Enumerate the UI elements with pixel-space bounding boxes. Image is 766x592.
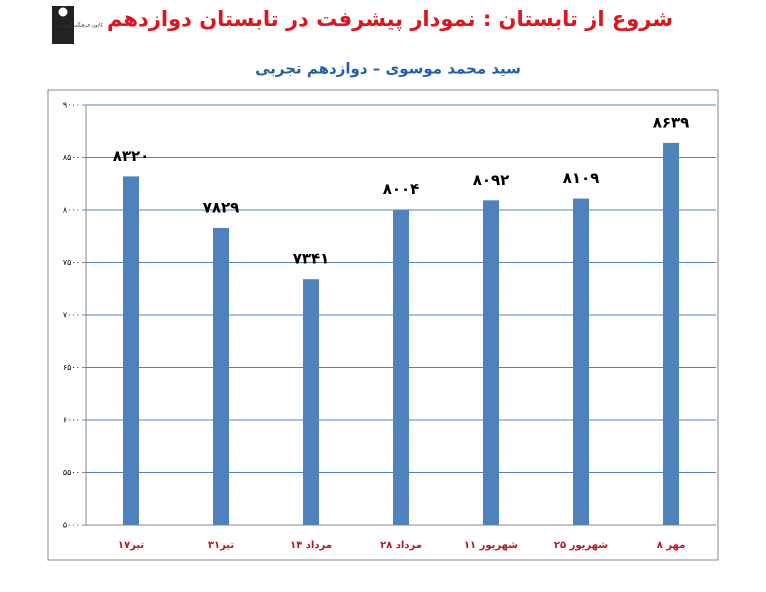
y-tick-label: ۹۰۰۰: [63, 101, 80, 110]
y-tick-label: ۸۵۰۰: [63, 153, 80, 162]
chart-frame: [47, 89, 719, 561]
y-tick-label: ۸۰۰۰: [63, 206, 80, 215]
bar: [213, 227, 229, 525]
x-tick-label: ۳۱تیر: [208, 540, 235, 551]
value-label: ۸۳۲۰: [113, 147, 150, 165]
x-tick-label: ۲۵ شهریور: [554, 540, 608, 551]
value-label: ۸۱۰۹: [563, 169, 600, 187]
y-tick-label: ۶۰۰۰: [63, 416, 80, 425]
y-tick-label: ۵۵۰۰: [63, 468, 80, 477]
y-tick-label: ۷۰۰۰: [63, 311, 80, 320]
value-label: ۷۸۲۹: [203, 198, 240, 216]
bar: [663, 142, 679, 525]
x-tick-label: ۱۴ مرداد: [290, 540, 332, 551]
chart-title: شروع از تابستان : نمودار پیشرفت در تابست…: [107, 7, 673, 31]
value-label: ۸۰۹۲: [473, 171, 510, 189]
x-tick-label: ۸ مهر: [657, 540, 686, 551]
bar: [303, 279, 319, 525]
x-tick-label: ۱۷تیر: [118, 540, 145, 551]
logo-text: کانون فرهنگی آموزش: [57, 22, 104, 29]
bar: [573, 198, 589, 525]
y-tick-label: ۷۵۰۰: [63, 258, 80, 267]
x-tick-label: ۱۱ شهریور: [464, 540, 518, 551]
chart-subtitle: سید محمد موسوی – دوازدهم تجربی: [255, 60, 521, 78]
bar: [123, 176, 139, 525]
value-label: ۷۳۴۱: [293, 250, 330, 268]
x-tick-label: ۲۸ مرداد: [380, 540, 422, 551]
bar: [393, 209, 409, 525]
y-tick-label: ۵۰۰۰: [63, 521, 80, 530]
bar: [483, 200, 499, 525]
value-label: ۸۰۰۴: [383, 180, 420, 198]
logo: کانون فرهنگی آموزش: [52, 6, 104, 44]
logo-head: [57, 6, 69, 18]
logo-figure: [52, 6, 74, 44]
y-tick-label: ۶۵۰۰: [63, 363, 80, 372]
value-label: ۸۶۳۹: [653, 113, 690, 131]
